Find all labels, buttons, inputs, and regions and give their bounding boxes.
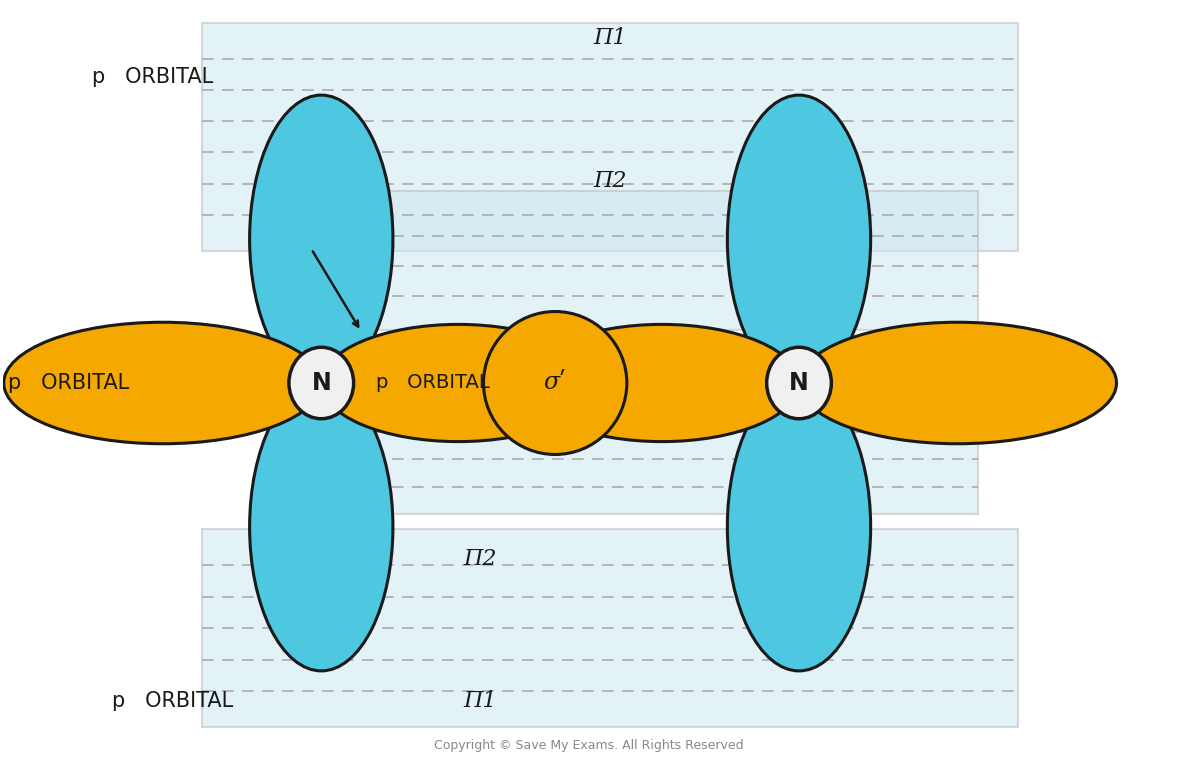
- Text: Π2: Π2: [593, 171, 626, 193]
- FancyBboxPatch shape: [201, 23, 1018, 251]
- Ellipse shape: [288, 347, 353, 418]
- FancyBboxPatch shape: [272, 191, 978, 330]
- Ellipse shape: [250, 383, 393, 671]
- Ellipse shape: [799, 322, 1117, 444]
- Text: N: N: [312, 371, 331, 395]
- Text: p   ORBITAL: p ORBITAL: [8, 373, 129, 393]
- Ellipse shape: [727, 95, 871, 383]
- FancyBboxPatch shape: [201, 529, 1018, 728]
- Text: Π1: Π1: [593, 27, 626, 48]
- Text: Π1: Π1: [464, 690, 497, 711]
- Text: p   ORBITAL: p ORBITAL: [375, 373, 490, 392]
- Text: p   ORBITAL: p ORBITAL: [92, 67, 213, 87]
- Ellipse shape: [525, 324, 799, 441]
- Ellipse shape: [4, 322, 321, 444]
- Ellipse shape: [321, 324, 596, 441]
- Ellipse shape: [727, 383, 871, 671]
- FancyBboxPatch shape: [272, 405, 978, 514]
- Text: σʹ: σʹ: [544, 372, 566, 395]
- Text: p   ORBITAL: p ORBITAL: [112, 691, 233, 711]
- Text: N: N: [789, 371, 809, 395]
- Text: Copyright © Save My Exams. All Rights Reserved: Copyright © Save My Exams. All Rights Re…: [433, 739, 744, 752]
- Ellipse shape: [250, 95, 393, 383]
- Ellipse shape: [766, 347, 831, 418]
- Text: Π2: Π2: [464, 548, 497, 570]
- Ellipse shape: [484, 311, 627, 454]
